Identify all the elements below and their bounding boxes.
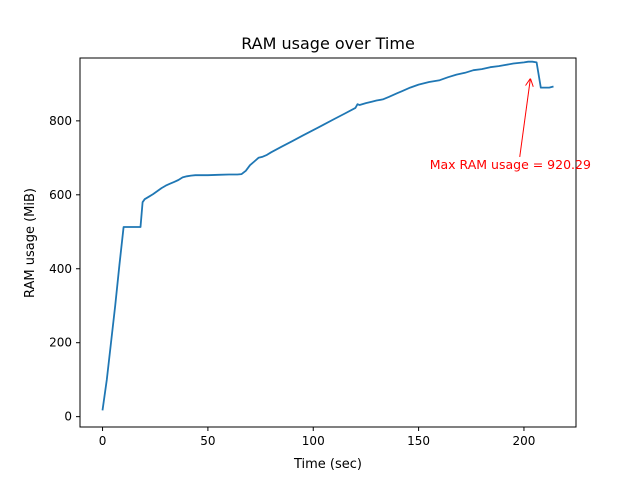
y-axis: 0 200 400 600 800 bbox=[49, 114, 80, 424]
x-tick-label: 50 bbox=[200, 434, 215, 448]
y-tick-label: 600 bbox=[49, 188, 72, 202]
plot-area bbox=[101, 60, 554, 411]
series-line bbox=[101, 60, 554, 411]
y-tick-label: 0 bbox=[64, 410, 72, 424]
y-tick-label: 800 bbox=[49, 114, 72, 128]
chart-title: RAM usage over Time bbox=[241, 34, 415, 53]
y-tick-label: 400 bbox=[49, 262, 72, 276]
x-tick-label: 150 bbox=[407, 434, 430, 448]
annotation-layer: Max RAM usage = 920.29 bbox=[430, 79, 591, 172]
x-tick-label: 0 bbox=[99, 434, 107, 448]
x-axis: 0 50 100 150 200 bbox=[99, 427, 536, 448]
y-axis-label: RAM usage (MiB) bbox=[23, 188, 38, 298]
x-axis-label: Time (sec) bbox=[293, 457, 362, 472]
y-tick-label: 200 bbox=[49, 336, 72, 350]
x-tick-label: 200 bbox=[513, 434, 536, 448]
x-tick-label: 100 bbox=[302, 434, 325, 448]
plot-frame bbox=[79, 57, 577, 428]
annotation-label: Max RAM usage = 920.29 bbox=[430, 157, 591, 172]
annotation-arrow bbox=[519, 79, 531, 157]
